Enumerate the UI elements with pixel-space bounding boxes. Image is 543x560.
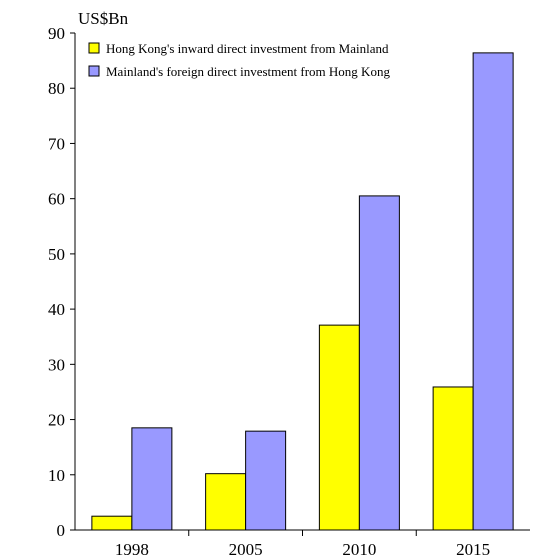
legend: Hong Kong's inward direct investment fro… [88, 41, 390, 79]
bar-fdi-from-hong-kong-2010 [358, 195, 400, 531]
bar-fdi-from-hong-kong-1998 [131, 427, 173, 531]
legend-swatch [88, 65, 100, 77]
y-tick-label: 0 [57, 521, 66, 540]
bar-inward-from-mainland-2015 [432, 386, 474, 531]
bar-fdi-from-hong-kong-2005 [245, 430, 287, 531]
y-unit-label: US$Bn [78, 9, 129, 28]
bar-inward-from-mainland-2010 [318, 324, 360, 531]
bars [91, 52, 514, 531]
y-tick-label: 70 [48, 134, 65, 153]
x-axis: 1998 2005 2010 2015 [75, 529, 530, 559]
x-tick-label: 2015 [456, 540, 490, 559]
legend-label: Hong Kong's inward direct investment fro… [106, 41, 389, 56]
bar-inward-from-mainland-2005 [205, 473, 247, 531]
x-tick-label: 2010 [342, 540, 376, 559]
bar-fdi-from-hong-kong-2015 [472, 52, 514, 531]
legend-swatch [88, 42, 100, 54]
y-axis: 0 10 20 30 40 50 60 70 80 90 [48, 24, 76, 540]
bar-inward-from-mainland-1998 [91, 515, 133, 531]
y-tick-label: 60 [48, 190, 65, 209]
y-tick-label: 30 [48, 355, 65, 374]
x-tick-label: 1998 [115, 540, 149, 559]
y-tick-label: 10 [48, 466, 65, 485]
y-tick-label: 90 [48, 24, 65, 43]
legend-label: Mainland's foreign direct investment fro… [106, 64, 390, 79]
x-tick-label: 2005 [229, 540, 263, 559]
y-tick-label: 50 [48, 245, 65, 264]
y-tick-label: 20 [48, 411, 65, 430]
y-tick-label: 80 [48, 79, 65, 98]
y-tick-label: 40 [48, 300, 65, 319]
